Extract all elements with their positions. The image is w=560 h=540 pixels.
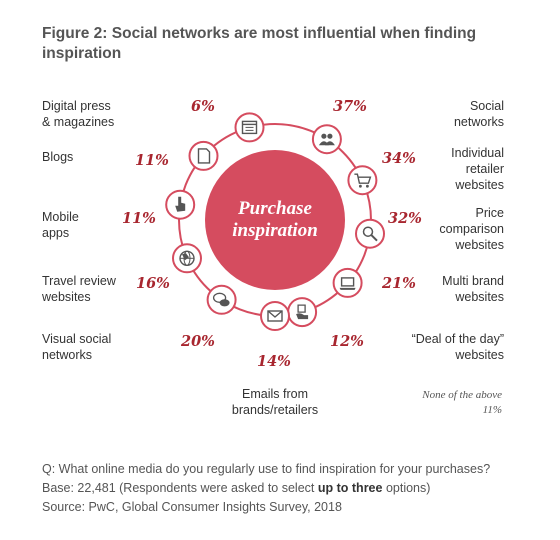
chart-footer: Q: What online media do you regularly us… — [42, 460, 542, 517]
label-travel-review: Travel review websites — [42, 274, 116, 304]
node-laptop-icon — [332, 267, 363, 298]
node-circle — [347, 165, 378, 196]
shopping-cart-icon — [354, 173, 372, 188]
node-browser-window-icon — [234, 112, 265, 143]
label-individual-retailer: Individual retailer websites — [451, 146, 504, 192]
center-label-line-2: inspiration — [232, 220, 318, 241]
document-icon — [197, 148, 211, 164]
none-of-the-above-label: None of the above — [422, 389, 502, 401]
label-multi-brand: Multi brand websites — [442, 274, 504, 304]
label-deal-of-the-day: “Deal of the day” websites — [411, 332, 504, 362]
value-price-comparison: 32% — [388, 210, 422, 227]
speech-bubbles-icon — [212, 292, 230, 307]
value-emails: 14% — [257, 353, 291, 370]
label-mobile-apps: Mobile apps — [42, 210, 79, 240]
survey-source: Source: PwC, Global Consumer Insights Su… — [42, 500, 342, 514]
globe-icon — [179, 250, 195, 266]
value-visual-social: 20% — [181, 333, 215, 350]
value-blogs: 11% — [135, 152, 169, 169]
label-blogs: Blogs — [42, 150, 74, 164]
none-of-the-above: None of the above 11% — [422, 388, 502, 418]
node-circle — [332, 267, 363, 298]
node-tag-hand-icon — [287, 297, 318, 328]
node-shopping-cart-icon — [347, 165, 378, 196]
none-of-the-above-value: 11% — [482, 404, 502, 416]
node-magnifier-icon — [355, 218, 385, 249]
center-label: Purchase inspiration — [205, 198, 345, 242]
node-document-icon — [188, 140, 219, 171]
center-label-line-1: Purchase — [238, 198, 312, 219]
center-circle — [205, 150, 345, 290]
value-social-networks: 37% — [333, 98, 367, 115]
node-speech-bubbles-icon — [206, 284, 237, 315]
label-emails: Emails from brands/retailers — [231, 387, 319, 417]
value-deal-of-the-day: 12% — [330, 333, 364, 350]
node-circle — [311, 124, 342, 155]
label-visual-social: Visual social networks — [42, 332, 112, 362]
node-people-icon — [311, 124, 342, 155]
survey-base: Base: 22,481 (Respondents were asked to … — [42, 481, 431, 495]
node-pointer-hand-icon — [165, 189, 196, 220]
node-circle — [206, 284, 237, 315]
value-mobile-apps: 11% — [122, 210, 156, 227]
laptop-icon — [339, 277, 356, 290]
value-digital-press: 6% — [191, 98, 215, 115]
label-price-comparison: Price comparison websites — [439, 206, 504, 252]
tag-hand-icon — [296, 304, 309, 320]
label-social-networks: Social networks — [453, 99, 504, 129]
node-circle — [355, 218, 385, 249]
pointer-hand-icon — [175, 196, 186, 212]
chart-title: Figure 2: Social networks are most influ… — [42, 25, 477, 62]
value-travel-review: 16% — [136, 275, 170, 292]
people-icon — [318, 133, 335, 146]
node-globe-icon — [172, 243, 202, 274]
value-multi-brand: 21% — [382, 275, 416, 292]
node-circle — [188, 140, 219, 171]
node-circle — [260, 301, 290, 331]
value-individual-retailer: 34% — [382, 150, 416, 167]
browser-window-icon — [241, 120, 258, 135]
envelope-icon — [267, 310, 283, 322]
magnifier-icon — [362, 226, 378, 242]
node-envelope-icon — [260, 301, 290, 331]
survey-question: Q: What online media do you regularly us… — [42, 462, 491, 476]
label-digital-press: Digital press & magazines — [42, 99, 115, 129]
